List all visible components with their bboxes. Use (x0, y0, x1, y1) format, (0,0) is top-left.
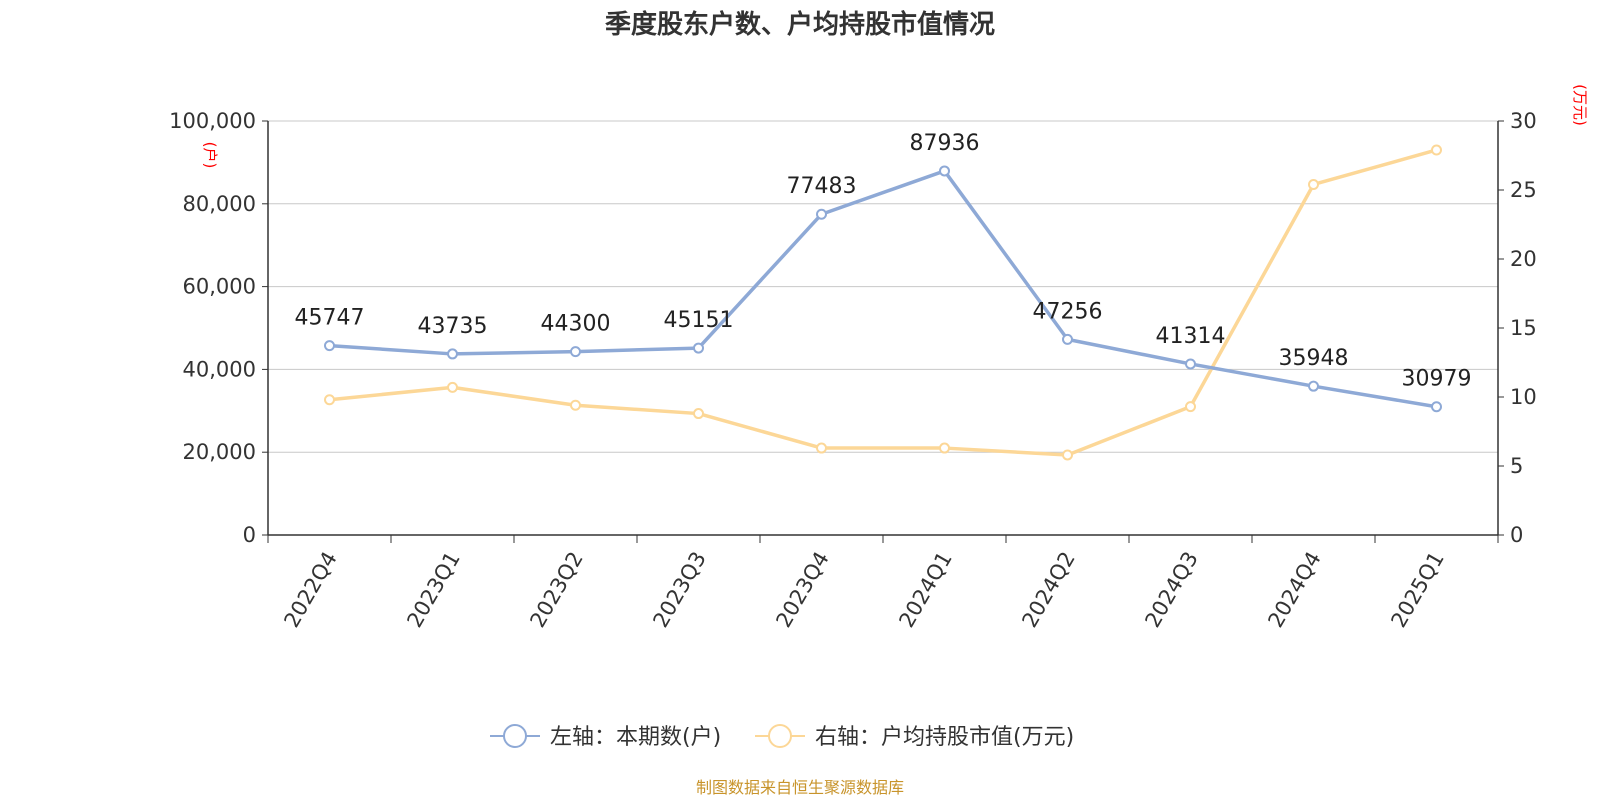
data-point-right (693, 408, 704, 420)
data-point-right (447, 381, 458, 393)
x-axis-tick-label: 2024Q4 (1263, 548, 1325, 632)
left-axis-tick-label: 100,000 (169, 109, 256, 133)
data-label: 41314 (1156, 324, 1226, 349)
right-axis-tick-label: 15 (1510, 316, 1537, 340)
left-axis-tick-label: 20,000 (183, 440, 256, 464)
data-label: 45151 (664, 308, 734, 333)
data-label: 30979 (1402, 367, 1472, 392)
series-right (324, 144, 1442, 461)
data-point-right (939, 442, 950, 454)
legend-item-right-series[interactable]: 右轴：户均持股市值(万元) (755, 724, 1074, 750)
data-point-right (324, 394, 335, 406)
data-point-left (693, 342, 704, 354)
data-point-left (447, 348, 458, 360)
data-point-right (1308, 178, 1319, 190)
data-label: 45747 (295, 306, 365, 331)
series-layer: 45747 43735 44300 45151 77483 87936 47256 41314… (295, 131, 1472, 461)
data-point-left (1185, 358, 1196, 370)
data-label: 77483 (787, 174, 857, 199)
right-axis-tick-label: 30 (1510, 109, 1537, 133)
left-axis-tick-label: 40,000 (183, 357, 256, 381)
data-label: 43735 (418, 314, 488, 339)
left-axis-unit: (户) (201, 142, 219, 169)
series-line-right (329, 148, 1437, 457)
right-axis-tick-label: 10 (1510, 385, 1537, 409)
data-point-right (1185, 401, 1196, 413)
grid-lines (268, 120, 1498, 453)
right-axis-tick-label: 25 (1510, 178, 1537, 202)
source-note: 制图数据来自恒生聚源数据库 (696, 778, 904, 797)
chart-title: 季度股东户数、户均持股市值情况 (605, 9, 995, 40)
legend-circle-icon (768, 724, 792, 748)
data-point-right (1062, 449, 1073, 461)
x-axis-tick-label: 2023Q2 (525, 548, 587, 632)
legend-label: 左轴：本期数(户) (550, 725, 721, 750)
data-label: 35948 (1279, 346, 1349, 371)
data-label: 44300 (541, 312, 611, 337)
series-line-left (329, 169, 1437, 409)
data-label: 87936 (910, 131, 980, 156)
x-axis-tick-label: 2022Q4 (279, 548, 341, 632)
data-point-left (1062, 333, 1073, 345)
data-point-left (570, 346, 581, 358)
data-point-right (1431, 144, 1442, 156)
data-label: 47256 (1033, 299, 1103, 324)
legend: 左轴：本期数(户) 右轴：户均持股市值(万元) (490, 724, 1074, 750)
data-point-left (939, 165, 950, 177)
left-axis-tick-label: 0 (243, 523, 256, 547)
data-point-right (816, 442, 827, 454)
data-point-left (324, 340, 335, 352)
data-point-right (570, 399, 581, 411)
right-axis-unit: (万元) (1571, 84, 1589, 126)
left-axis-tick-label: 60,000 (183, 275, 256, 299)
legend-circle-icon (503, 724, 527, 748)
legend-label: 右轴：户均持股市值(万元) (815, 725, 1074, 750)
right-axis-tick-label: 0 (1510, 523, 1523, 547)
series-left: 45747 43735 44300 45151 77483 87936 47256 41314… (295, 131, 1472, 413)
x-axis-tick-label: 2025Q1 (1386, 548, 1448, 632)
x-axis-tick-label: 2024Q1 (894, 548, 956, 632)
x-axis-tick-label: 2024Q3 (1140, 548, 1202, 632)
left-axis-tick-label: 80,000 (183, 192, 256, 216)
right-axis-tick-label: 5 (1510, 454, 1523, 478)
x-axis-tick-label: 2023Q4 (771, 548, 833, 632)
right-axis-tick-label: 20 (1510, 247, 1537, 271)
x-axis-tick-label: 2024Q2 (1017, 548, 1079, 632)
data-point-left (1308, 380, 1319, 392)
data-point-left (816, 208, 827, 220)
legend-item-left-series[interactable]: 左轴：本期数(户) (490, 724, 721, 750)
x-axis-tick-label: 2023Q3 (648, 548, 710, 632)
data-point-left (1431, 401, 1442, 413)
x-axis-tick-label: 2023Q1 (402, 548, 464, 632)
